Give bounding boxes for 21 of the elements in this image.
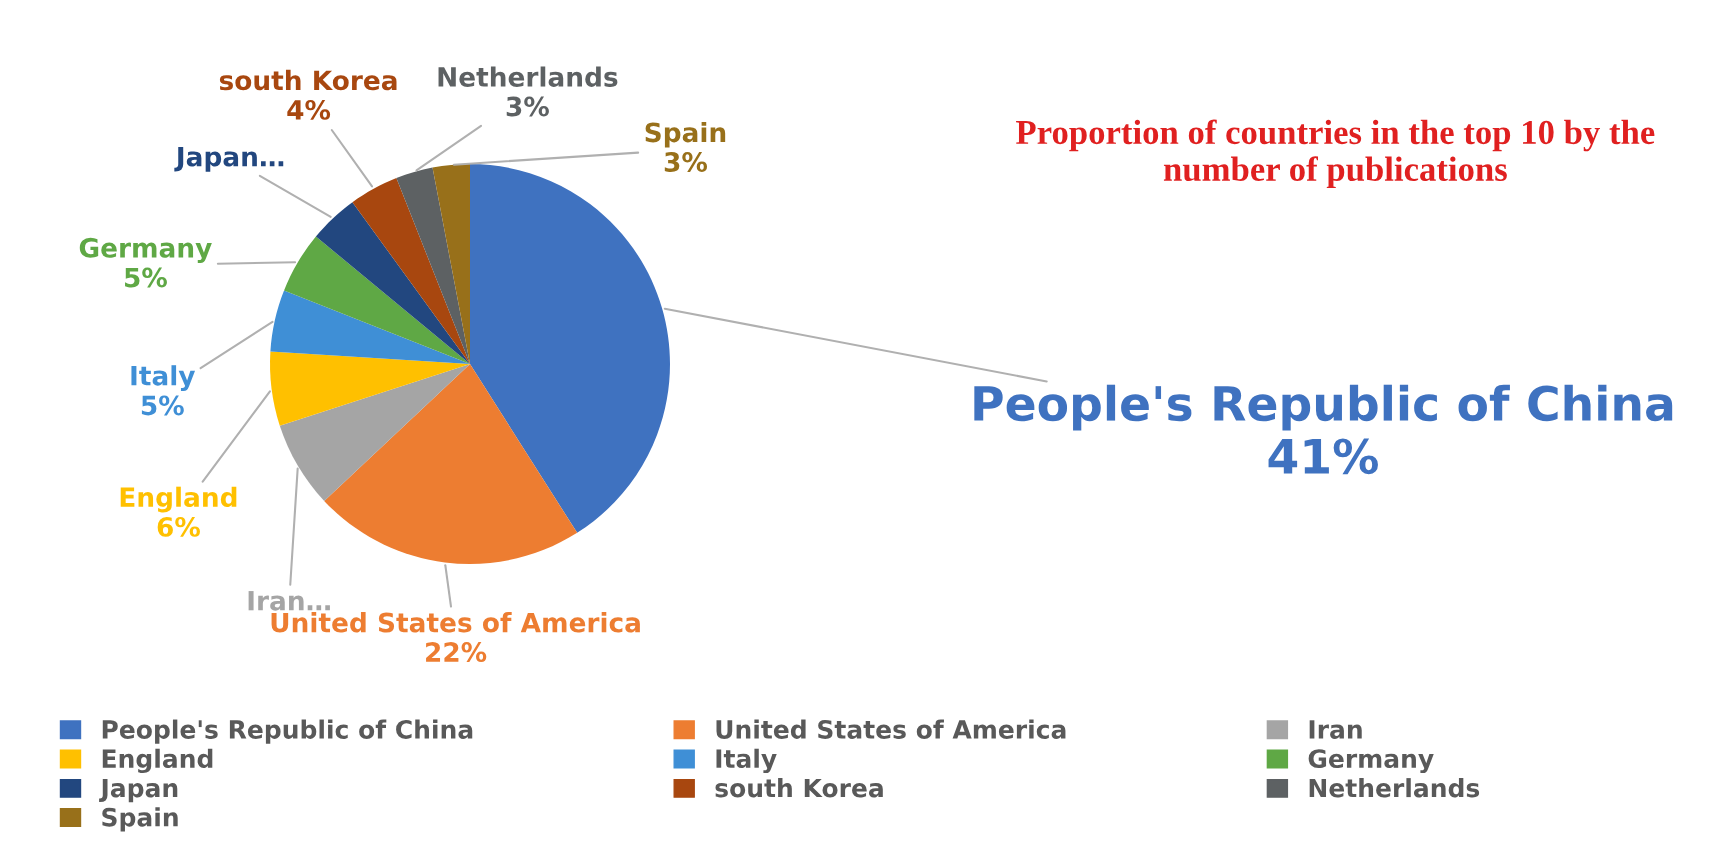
legend-label: Japan (99, 778, 178, 803)
legend-label: Netherlands (1309, 778, 1480, 798)
text: Proportion of countries in the top 10 by the number of publications (1016, 119, 1655, 189)
legend-label: United States of America (716, 719, 1066, 739)
data-label: England 6% (120, 486, 237, 537)
data-label: Netherlands 3% (438, 66, 618, 117)
data-label: Germany 5% (79, 237, 212, 288)
legend-label: People's Republic of China (102, 719, 473, 744)
legend-label: south Korea (715, 778, 883, 798)
data-label: Italy 5% (131, 365, 196, 416)
legend-label: Germany (1308, 749, 1434, 774)
legend-label: Spain (102, 807, 178, 832)
data-label: People's Republic of China 41% (974, 384, 1673, 475)
data-label: Iran… (248, 591, 330, 611)
legend-label: Italy (716, 748, 777, 774)
data-label: Spain 3% (645, 121, 726, 172)
data-label: Japan… (174, 146, 284, 172)
data-label: United States of America 22% (271, 612, 640, 663)
legend-label: Iran (1309, 720, 1362, 739)
data-label: south Korea 4% (219, 69, 397, 120)
legend-label: England (102, 748, 213, 774)
